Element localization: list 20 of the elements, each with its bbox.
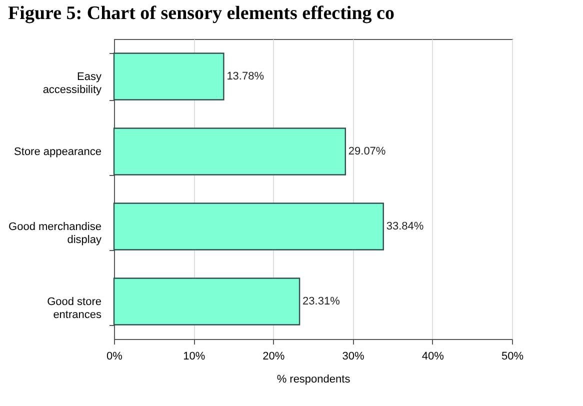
- chart-title: Figure 5: Chart of sensory elements effecting co: [8, 3, 394, 24]
- x-tick-label: 40%: [422, 350, 444, 362]
- x-tick-label: 30%: [342, 350, 365, 362]
- x-tick-label: 10%: [183, 350, 206, 362]
- data-label: 13.78%: [226, 70, 264, 82]
- data-label: 29.07%: [348, 146, 386, 158]
- bar: [113, 202, 384, 250]
- data-label: 33.84%: [386, 220, 424, 232]
- bar: [113, 128, 346, 176]
- y-tick-label: Easy accessibility: [42, 71, 102, 96]
- y-tick-label: Good store entrances: [47, 296, 102, 321]
- bar: [113, 278, 300, 326]
- x-axis-title: % respondents: [276, 374, 351, 386]
- data-label: 23.31%: [302, 296, 340, 308]
- x-tick-label: 0%: [106, 350, 123, 362]
- x-tick-label: 50%: [501, 350, 524, 362]
- x-tick-label: 20%: [262, 350, 285, 362]
- bar: [113, 52, 224, 100]
- y-tick-label: Store appearance: [14, 146, 102, 158]
- y-tick-label: Good merchandise display: [8, 221, 102, 246]
